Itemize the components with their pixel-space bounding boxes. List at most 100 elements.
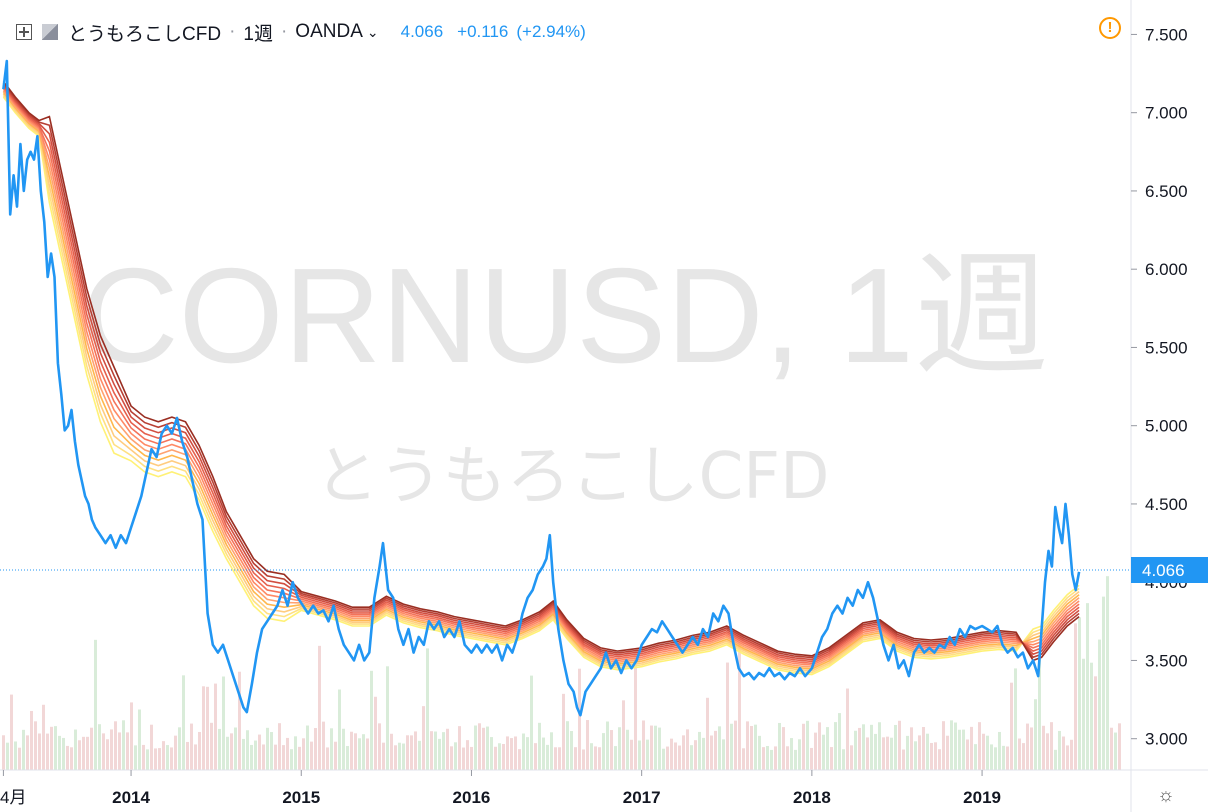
volume-bar xyxy=(750,726,753,770)
volume-bar xyxy=(618,727,621,770)
gear-icon[interactable]: ☼ xyxy=(1157,785,1175,806)
volume-bar xyxy=(118,732,121,770)
volume-bar xyxy=(342,728,345,770)
volume-bar xyxy=(294,736,297,770)
volume-bar xyxy=(694,740,697,770)
volume-bar xyxy=(802,723,805,770)
volume-bar xyxy=(566,721,569,770)
volume-bar xyxy=(478,723,481,770)
volume-bar xyxy=(762,747,765,770)
symbol-name[interactable]: とうもろこしCFD xyxy=(68,23,222,45)
volume-bar xyxy=(818,722,821,770)
volume-bar xyxy=(1054,749,1057,770)
volume-bar xyxy=(858,727,861,770)
volume-bar xyxy=(382,742,385,770)
volume-bar xyxy=(190,723,193,770)
volume-bar xyxy=(258,734,261,770)
price-line xyxy=(2,59,1081,717)
ma-line xyxy=(2,93,1080,672)
x-tick-label: 2017 xyxy=(623,788,661,807)
volume-bar xyxy=(666,746,669,770)
volume-bar xyxy=(166,745,169,770)
volume-bar xyxy=(698,731,701,770)
volume-bar xyxy=(710,735,713,770)
volume-bar xyxy=(154,748,157,770)
volume-bar xyxy=(346,746,349,770)
volume-bar xyxy=(542,737,545,770)
volume-bar xyxy=(1034,699,1037,770)
volume-bar xyxy=(1110,727,1113,770)
volume-bar xyxy=(506,736,509,770)
volume-bar xyxy=(250,744,253,770)
volume-bar xyxy=(590,743,593,770)
flag-icon[interactable] xyxy=(42,24,58,40)
last-price-label: 4.066 xyxy=(1142,561,1185,580)
volume-bar xyxy=(1082,658,1085,770)
alert-circle-icon[interactable]: ! xyxy=(1099,17,1121,39)
volume-bar xyxy=(794,749,797,770)
volume-bar xyxy=(658,727,661,770)
volume-bar xyxy=(1058,730,1061,770)
volume-bar xyxy=(234,727,237,770)
time-axis[interactable]: 4月 2014 2015 2016 2017 2018 2019 xyxy=(0,770,1001,807)
volume-bar xyxy=(422,706,425,770)
volume-bar xyxy=(958,729,961,770)
y-tick-label: 3.000 xyxy=(1145,730,1188,749)
volume-bar xyxy=(290,749,293,770)
plus-box-icon[interactable] xyxy=(16,24,32,40)
volume-bar xyxy=(634,655,637,770)
volume-bar xyxy=(466,740,469,770)
volume-bar xyxy=(546,744,549,770)
volume-bar xyxy=(2,735,5,770)
watermark-line1: CORNUSD, 1週 xyxy=(81,240,1049,391)
volume-bar xyxy=(850,745,853,770)
volume-bar xyxy=(722,739,725,770)
volume-bar xyxy=(790,738,793,770)
volume-bar xyxy=(418,740,421,770)
volume-bar xyxy=(370,670,373,770)
volume-bar xyxy=(50,726,53,770)
volume-bar xyxy=(446,728,449,770)
volume-bar xyxy=(842,749,845,770)
volume-bar xyxy=(814,732,817,770)
volume-bar xyxy=(938,749,941,770)
volume-bar xyxy=(910,727,913,770)
price-axis[interactable]: 3.0003.5004.0004.5005.0005.5006.0006.500… xyxy=(1131,25,1188,749)
volume-bar xyxy=(242,738,245,770)
volume-bar xyxy=(102,733,105,770)
volume-bar xyxy=(866,737,869,770)
x-tick-label: 2019 xyxy=(963,788,1001,807)
volume-bar xyxy=(894,724,897,770)
volume-bar xyxy=(222,676,225,770)
volume-bar xyxy=(406,735,409,770)
volume-bar xyxy=(66,745,69,770)
volume-bar xyxy=(898,720,901,770)
volume-bar xyxy=(230,733,233,770)
volume-bar xyxy=(626,729,629,770)
volume-bar xyxy=(310,741,313,770)
volume-bar xyxy=(94,639,97,770)
volume-bar xyxy=(1046,733,1049,770)
volume-bar xyxy=(494,746,497,770)
volume-bar xyxy=(142,744,145,770)
volume-bar xyxy=(86,736,89,770)
volume-bar xyxy=(278,723,281,770)
ma-line xyxy=(2,80,1080,662)
volume-bar xyxy=(738,642,741,770)
volume-bar xyxy=(882,737,885,770)
chevron-down-icon[interactable]: ⌄ xyxy=(366,23,379,40)
volume-bar xyxy=(254,740,257,770)
exchange-label[interactable]: OANDA xyxy=(295,21,363,42)
volume-bar xyxy=(646,739,649,770)
volume-bar xyxy=(778,722,781,770)
volume-bar xyxy=(782,727,785,770)
volume-bar xyxy=(390,733,393,770)
volume-bar xyxy=(286,737,289,770)
volume-bar xyxy=(46,733,49,770)
volume-bar xyxy=(434,731,437,770)
interval-label[interactable]: 1週 xyxy=(243,23,273,45)
volume-bar xyxy=(982,733,985,770)
volume-bar xyxy=(326,747,329,770)
